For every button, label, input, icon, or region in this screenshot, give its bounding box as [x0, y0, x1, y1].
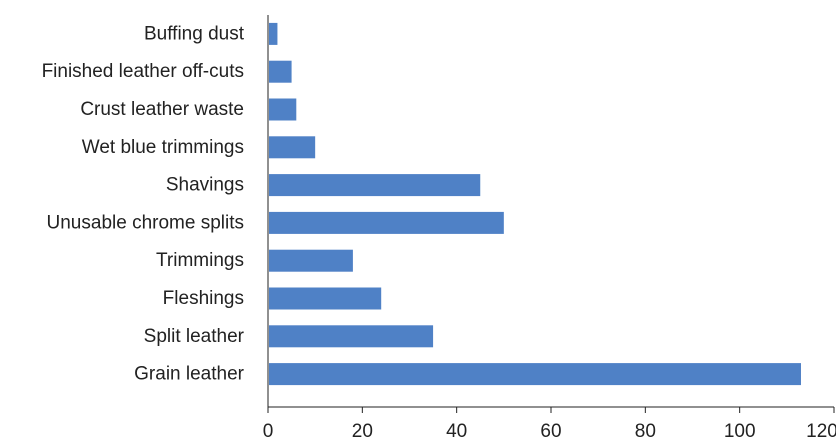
category-label: Buffing dust	[144, 23, 245, 44]
category-label: Crust leather waste	[80, 99, 244, 120]
category-label: Finished leather off-cuts	[42, 61, 244, 82]
x-tick-label: 120	[806, 421, 836, 442]
bar-buffing-dust	[269, 23, 277, 45]
category-label: Trimmings	[156, 250, 244, 271]
bar-wet-blue-trimmings	[269, 136, 315, 158]
bar-fleshings	[269, 288, 381, 310]
bar-split-leather	[269, 325, 433, 347]
x-tick-label: 60	[540, 421, 561, 442]
bar-shavings	[269, 174, 480, 196]
category-label: Fleshings	[163, 288, 244, 309]
x-tick-label: 40	[446, 421, 467, 442]
bar-finished-leather-off-cuts	[269, 61, 292, 83]
category-label: Split leather	[144, 326, 245, 347]
bar-grain-leather	[269, 363, 801, 385]
category-labels: Buffing dust Finished leather off-cuts Cru…	[42, 23, 245, 384]
x-tick-label: 80	[635, 421, 656, 442]
x-tick-label: 100	[724, 421, 756, 442]
x-tick-label: 0	[263, 421, 274, 442]
x-axis-ticks: 0 20 40 60 80 100 120	[263, 407, 836, 442]
category-label: Unusable chrome splits	[47, 212, 244, 233]
x-tick-label: 20	[352, 421, 373, 442]
category-label: Grain leather	[134, 364, 245, 385]
bar-unusable-chrome-splits	[269, 212, 504, 234]
category-label: Shavings	[166, 175, 244, 196]
bar-crust-leather-waste	[269, 99, 296, 121]
bars-group	[269, 23, 801, 385]
bar-trimmings	[269, 250, 353, 272]
category-label: Wet blue trimmings	[82, 137, 244, 158]
